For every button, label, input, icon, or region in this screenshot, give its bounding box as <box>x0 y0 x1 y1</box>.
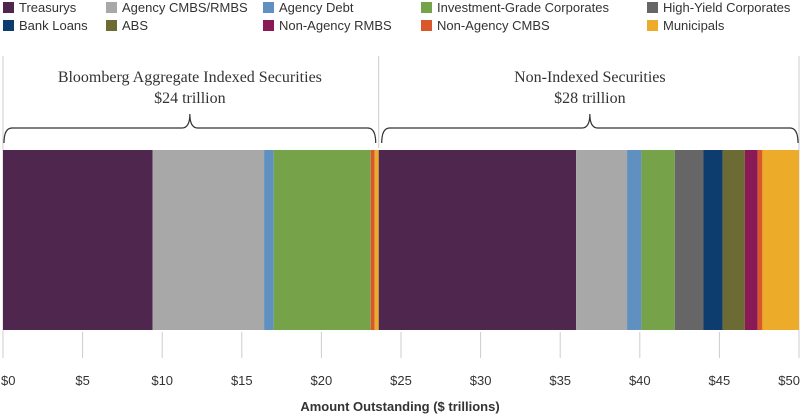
x-tick-label: $30 <box>470 373 492 388</box>
legend-swatch <box>263 20 274 31</box>
group-title: Bloomberg Aggregate Indexed Securities <box>58 69 322 86</box>
bar-segment-municipals <box>762 150 799 330</box>
legend-label: Municipals <box>663 18 725 33</box>
legend-label: Non-Agency RMBS <box>279 18 392 33</box>
x-tick-label: $5 <box>75 373 89 388</box>
group-total: $28 trillion <box>554 90 626 107</box>
legend-item-non-agency-cmbs: Non-Agency CMBS <box>421 18 550 33</box>
group-total: $24 trillion <box>154 90 226 107</box>
group-brace <box>3 113 377 144</box>
legend-label: High-Yield Corporates <box>663 0 791 15</box>
bar-segment-municipals <box>374 150 379 330</box>
x-axis-title: Amount Outstanding ($ trillions) <box>300 399 499 414</box>
x-tick-label: $0 <box>1 373 15 388</box>
legend-item-bank-loans: Bank Loans <box>3 18 88 33</box>
bar-segment-agency-cmbs-rmbs <box>152 150 265 330</box>
bar-segment-abs <box>722 150 745 330</box>
group-label-non-indexed-securities: Non-Indexed Securities $28 trillion <box>381 69 799 144</box>
group-brace <box>381 113 799 144</box>
legend-swatch <box>647 2 658 13</box>
bar-segment-non-agency-cmbs <box>370 150 375 330</box>
bar-segments <box>3 150 799 330</box>
x-tick-label: $15 <box>231 373 253 388</box>
legend-item-abs: ABS <box>106 18 148 33</box>
group-title: Non-Indexed Securities <box>514 69 666 86</box>
bar-segment-investment-grade-corporates <box>641 150 675 330</box>
bar-segment-bank-loans <box>703 150 723 330</box>
legend-item-municipals: Municipals <box>647 18 725 33</box>
bar-segment-treasurys <box>378 150 577 330</box>
legend-item-high-yield-corporates: High-Yield Corporates <box>647 0 791 15</box>
x-tick-label: $45 <box>709 373 731 388</box>
x-tick-label: $25 <box>390 373 412 388</box>
x-tick-label: $35 <box>549 373 571 388</box>
x-tick-label: $20 <box>311 373 333 388</box>
group-label-bloomberg-aggregate-indexed-securities: Bloomberg Aggregate Indexed Securities $2… <box>3 69 377 144</box>
bar-segment-treasurys <box>3 150 153 330</box>
legend-label: ABS <box>122 18 148 33</box>
bar-segment-non-agency-cmbs <box>757 150 763 330</box>
x-tick-label: $10 <box>151 373 173 388</box>
bar-segment-agency-debt <box>264 150 274 330</box>
bar-segment-agency-cmbs-rmbs <box>576 150 628 330</box>
legend-item-treasurys: Treasurys <box>3 0 77 15</box>
bar-segment-investment-grade-corporates <box>273 150 371 330</box>
bar-segment-non-agency-rmbs <box>744 150 758 330</box>
legend-label: Agency Debt <box>279 0 354 15</box>
legend-label: Bank Loans <box>19 18 88 33</box>
bar-group-bloomberg-aggregate-indexed-securities <box>3 150 379 330</box>
legend-label: Treasurys <box>19 0 77 15</box>
x-tick-label: $50 <box>778 373 800 388</box>
legend-label: Investment-Grade Corporates <box>437 0 609 15</box>
legend-swatch <box>3 20 14 31</box>
legend: Treasurys Agency CMBS/RMBS Agency Debt Inve… <box>3 0 791 33</box>
bar-segment-high-yield-corporates <box>674 150 704 330</box>
legend-label: Agency CMBS/RMBS <box>122 0 248 15</box>
legend-item-non-agency-rmbs: Non-Agency RMBS <box>263 18 392 33</box>
bar-segment-agency-debt <box>627 150 642 330</box>
group-labels: Bloomberg Aggregate Indexed Securities $2… <box>3 69 799 144</box>
x-tick-label: $40 <box>629 373 651 388</box>
x-axis: $0 $5 $10 $15 $20 $25 $30 $35 $40 $45 $50 <box>1 332 800 388</box>
legend-label: Non-Agency CMBS <box>437 18 550 33</box>
bar-group-non-indexed-securities <box>378 150 799 330</box>
legend-item-agency-cmbs-rmbs: Agency CMBS/RMBS <box>106 0 248 15</box>
legend-swatch <box>421 2 432 13</box>
legend-swatch <box>106 2 117 13</box>
legend-swatch <box>647 20 658 31</box>
legend-item-investment-grade-corporates: Investment-Grade Corporates <box>421 0 609 15</box>
legend-swatch <box>263 2 274 13</box>
legend-swatch <box>106 20 117 31</box>
legend-swatch <box>3 2 14 13</box>
legend-item-agency-debt: Agency Debt <box>263 0 354 15</box>
legend-swatch <box>421 20 432 31</box>
